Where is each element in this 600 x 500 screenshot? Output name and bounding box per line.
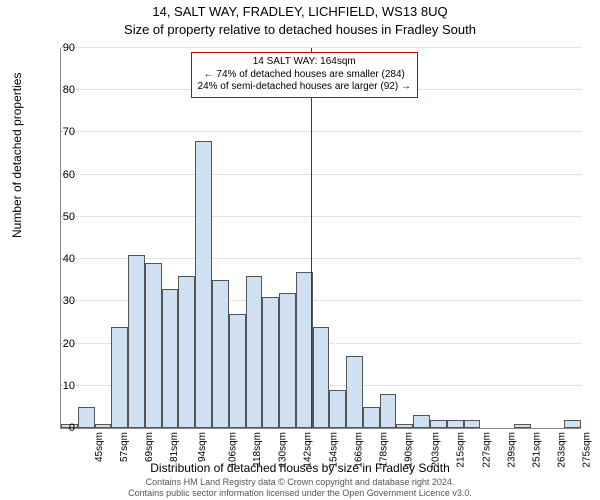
chart-title-line1: 14, SALT WAY, FRADLEY, LICHFIELD, WS13 8… xyxy=(0,4,600,19)
histogram-bar xyxy=(279,293,296,428)
footer-line2: Contains public sector information licen… xyxy=(0,488,600,498)
histogram-bar xyxy=(396,424,413,428)
histogram-bar xyxy=(313,327,330,428)
x-tick-label: 263sqm xyxy=(557,432,568,468)
histogram-bar xyxy=(329,390,346,428)
histogram-bar xyxy=(229,314,246,428)
footer-attribution: Contains HM Land Registry data © Crown c… xyxy=(0,477,600,498)
y-tick-label: 80 xyxy=(45,84,75,96)
x-tick-label: 69sqm xyxy=(144,432,155,462)
histogram-bar xyxy=(514,424,531,428)
histogram-bar xyxy=(380,394,397,428)
gridline-h xyxy=(61,131,581,132)
histogram-bar xyxy=(262,297,279,428)
histogram-bar xyxy=(178,276,195,428)
gridline-h xyxy=(61,174,581,175)
x-tick-label: 130sqm xyxy=(278,432,289,468)
footer-line1: Contains HM Land Registry data © Crown c… xyxy=(0,477,600,487)
chart-container: 14, SALT WAY, FRADLEY, LICHFIELD, WS13 8… xyxy=(0,0,600,500)
marker-line xyxy=(311,48,312,428)
x-tick-label: 118sqm xyxy=(252,432,263,467)
x-tick-label: 227sqm xyxy=(481,432,492,468)
x-tick-label: 190sqm xyxy=(404,432,415,468)
histogram-bar xyxy=(246,276,263,428)
histogram-bar xyxy=(111,327,128,428)
y-tick-label: 10 xyxy=(45,380,75,392)
info-box-line3: 24% of semi-detached houses are larger (… xyxy=(198,81,411,94)
gridline-h xyxy=(61,47,581,48)
x-tick-label: 239sqm xyxy=(506,432,517,468)
histogram-bar xyxy=(145,263,162,428)
x-tick-label: 251sqm xyxy=(532,432,543,468)
histogram-bar xyxy=(128,255,145,428)
y-tick-label: 60 xyxy=(45,169,75,181)
x-tick-label: 154sqm xyxy=(328,432,339,468)
x-tick-label: 178sqm xyxy=(378,432,389,468)
x-tick-label: 275sqm xyxy=(582,432,593,468)
histogram-bar xyxy=(162,289,179,428)
y-tick-label: 50 xyxy=(45,211,75,223)
y-axis-label: Number of detached properties xyxy=(10,73,24,238)
histogram-bar xyxy=(212,280,229,428)
plot-area: 14 SALT WAY: 164sqm← 74% of detached hou… xyxy=(60,48,581,429)
histogram-bar xyxy=(464,420,481,428)
x-tick-label: 215sqm xyxy=(456,432,467,468)
x-tick-label: 106sqm xyxy=(227,432,238,468)
marker-info-box: 14 SALT WAY: 164sqm← 74% of detached hou… xyxy=(191,52,418,98)
x-tick-label: 203sqm xyxy=(431,432,442,468)
histogram-bar xyxy=(363,407,380,428)
x-tick-label: 94sqm xyxy=(197,432,208,462)
x-tick-label: 57sqm xyxy=(119,432,130,462)
y-tick-label: 90 xyxy=(45,42,75,54)
info-box-line1: 14 SALT WAY: 164sqm xyxy=(198,56,411,69)
y-tick-label: 0 xyxy=(45,422,75,434)
chart-title-line2: Size of property relative to detached ho… xyxy=(0,22,600,37)
x-tick-label: 45sqm xyxy=(94,432,105,462)
x-tick-label: 81sqm xyxy=(169,432,180,462)
x-tick-label: 142sqm xyxy=(303,432,314,468)
y-tick-label: 40 xyxy=(45,253,75,265)
gridline-h xyxy=(61,216,581,217)
histogram-bar xyxy=(447,420,464,428)
y-tick-label: 70 xyxy=(45,126,75,138)
histogram-bar xyxy=(430,420,447,428)
histogram-bar xyxy=(346,356,363,428)
info-box-line2: ← 74% of detached houses are smaller (28… xyxy=(198,69,411,82)
y-tick-label: 20 xyxy=(45,338,75,350)
y-tick-label: 30 xyxy=(45,295,75,307)
x-tick-label: 166sqm xyxy=(353,432,364,468)
histogram-bar xyxy=(413,415,430,428)
histogram-bar xyxy=(195,141,212,428)
histogram-bar xyxy=(78,407,95,428)
histogram-bar xyxy=(95,424,112,428)
histogram-bar xyxy=(564,420,581,428)
